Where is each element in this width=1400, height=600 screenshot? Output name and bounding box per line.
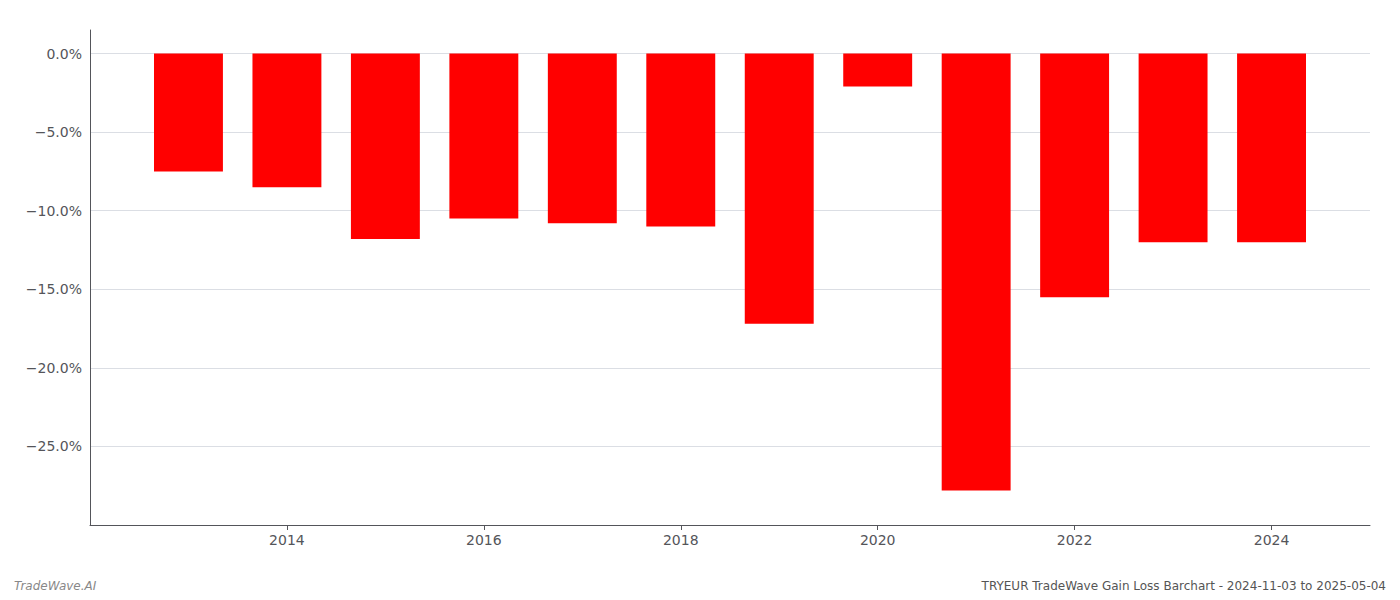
svg-text:−20.0%: −20.0%: [26, 360, 82, 376]
svg-text:−15.0%: −15.0%: [26, 281, 82, 297]
svg-text:0.0%: 0.0%: [46, 46, 82, 62]
svg-text:−10.0%: −10.0%: [26, 203, 82, 219]
svg-text:2014: 2014: [269, 532, 305, 548]
svg-text:−25.0%: −25.0%: [26, 438, 82, 454]
svg-text:TRYEUR TradeWave Gain Loss Bar: TRYEUR TradeWave Gain Loss Barchart - 20…: [981, 579, 1386, 593]
svg-text:2022: 2022: [1057, 532, 1093, 548]
svg-text:2020: 2020: [860, 532, 896, 548]
svg-text:−5.0%: −5.0%: [35, 124, 82, 140]
svg-text:2016: 2016: [466, 532, 502, 548]
svg-text:2024: 2024: [1254, 532, 1290, 548]
svg-text:2018: 2018: [663, 532, 699, 548]
svg-text:TradeWave.AI: TradeWave.AI: [14, 579, 97, 593]
